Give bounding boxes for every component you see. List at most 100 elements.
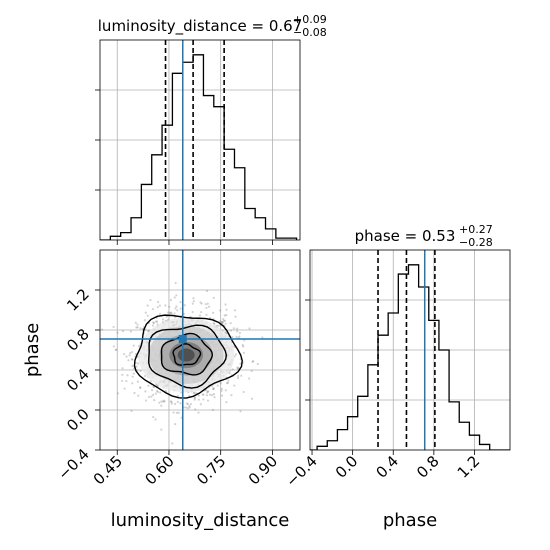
phase-histogram-panel: −0.4 0.0 0.4 0.8 1.2 phase = 0.53 +0.27 −0.2… <box>282 223 511 491</box>
joint-sample-point <box>239 410 242 413</box>
joint-sample-point <box>136 380 140 383</box>
joint-sample-point <box>165 315 168 318</box>
joint-sample-point <box>156 320 159 323</box>
joint-ytick-label-2: 0.4 <box>63 365 93 395</box>
joint-sample-point <box>224 322 227 325</box>
joint-sample-point <box>94 350 96 352</box>
joint-sample-point <box>242 390 245 394</box>
joint-sample-point <box>168 311 171 315</box>
joint-sample-point <box>219 309 222 312</box>
joint-sample-point <box>177 411 180 414</box>
joint-sample-point <box>146 304 149 307</box>
joint-sample-point <box>234 353 238 356</box>
joint-sample-point <box>144 328 147 331</box>
y-axis-label-phase: phase <box>22 323 43 377</box>
joint-sample-point <box>136 326 139 329</box>
joint-contour-3 <box>172 343 202 366</box>
joint-sample-point <box>169 298 173 302</box>
joint-sample-point <box>201 393 204 396</box>
phase-xtick-label-3: 0.8 <box>413 452 443 482</box>
joint-xtick-label-1: 0.60 <box>141 452 177 488</box>
joint-sample-point <box>213 396 216 399</box>
joint-sample-point <box>237 374 240 377</box>
joint-sample-point <box>207 390 210 393</box>
joint-sample-point <box>150 395 153 398</box>
joint-sample-point <box>186 403 190 406</box>
joint-sample-point <box>144 390 147 393</box>
joint-sample-point <box>193 396 196 400</box>
joint-sample-point <box>133 391 136 395</box>
joint-sample-point <box>216 384 219 387</box>
joint-sample-point <box>220 389 223 392</box>
joint-sample-point <box>202 398 205 401</box>
joint-sample-point <box>146 314 149 317</box>
joint-contour-1 <box>148 324 228 389</box>
joint-sample-point <box>234 315 237 318</box>
phase-xtick-label-4: 1.2 <box>454 452 484 482</box>
joint-sample-point <box>144 311 147 314</box>
joint-sample-point <box>158 304 161 307</box>
joint-sample-point <box>206 399 210 402</box>
luminosity-distance-histogram-panel: luminosity_distance = 0.67 +0.09 −0.08 <box>95 13 327 245</box>
joint-ytick-label-4: 1.2 <box>63 285 93 315</box>
joint-sample-point <box>211 408 215 412</box>
joint-sample-point <box>193 391 196 394</box>
luminosity-distance-title: luminosity_distance = 0.67 <box>98 17 302 36</box>
joint-sample-point <box>223 319 226 322</box>
luminosity-distance-minus-error: −0.08 <box>293 26 327 39</box>
joint-sample-point <box>128 354 131 357</box>
joint-sample-point <box>129 351 132 355</box>
joint-sample-point <box>115 348 118 351</box>
joint-distribution-panel: 0.45 0.60 0.75 0.90 −0.4 0.0 0.4 0.8 1.2 <box>54 249 301 488</box>
joint-sample-point <box>220 321 223 324</box>
joint-sample-point <box>248 327 251 330</box>
joint-sample-point <box>229 321 232 325</box>
joint-sample-point <box>168 305 171 308</box>
joint-sample-point <box>136 323 139 326</box>
joint-sample-point <box>147 384 150 387</box>
joint-sample-point <box>174 281 177 285</box>
joint-sample-point <box>155 320 158 323</box>
phase-xtick-label-2: 0.4 <box>372 452 402 482</box>
joint-sample-point <box>121 367 124 370</box>
joint-sample-point <box>129 330 132 333</box>
joint-sample-point <box>212 388 215 391</box>
joint-sample-point <box>242 345 245 348</box>
joint-sample-point <box>219 382 222 385</box>
joint-sample-point <box>250 397 254 400</box>
joint-density-level-4 <box>177 348 195 362</box>
joint-sample-point <box>127 359 130 362</box>
joint-sample-point <box>225 401 228 404</box>
joint-sample-point <box>227 379 230 382</box>
joint-sample-point <box>204 303 207 306</box>
joint-sample-point <box>152 321 155 324</box>
joint-sample-point <box>120 379 124 383</box>
joint-sample-point <box>151 389 154 392</box>
joint-sample-point <box>172 411 175 414</box>
joint-sample-point <box>164 304 167 307</box>
phase-minus-error: −0.28 <box>459 236 493 249</box>
phase-title: phase = 0.53 <box>355 227 456 245</box>
joint-sample-point <box>211 394 214 397</box>
joint-sample-point <box>176 394 180 398</box>
joint-sample-point <box>131 375 134 378</box>
joint-sample-point <box>205 306 208 309</box>
joint-sample-point <box>156 389 159 393</box>
joint-sample-point <box>176 400 179 403</box>
joint-sample-point <box>224 303 227 306</box>
joint-sample-point <box>219 319 222 323</box>
joint-sample-point <box>189 402 193 406</box>
joint-sample-point <box>237 366 240 370</box>
joint-sample-point <box>160 400 163 403</box>
joint-sample-point <box>207 305 211 308</box>
joint-sample-point <box>169 400 173 403</box>
luminosity-distance-plus-error: +0.09 <box>293 13 327 26</box>
joint-sample-point <box>179 307 182 310</box>
joint-sample-point <box>163 400 166 403</box>
joint-sample-point <box>161 400 165 403</box>
joint-sample-point <box>134 321 137 324</box>
joint-sample-point <box>229 329 232 332</box>
joint-sample-point <box>160 404 163 407</box>
joint-sample-point <box>212 392 216 396</box>
joint-sample-point <box>230 394 233 397</box>
